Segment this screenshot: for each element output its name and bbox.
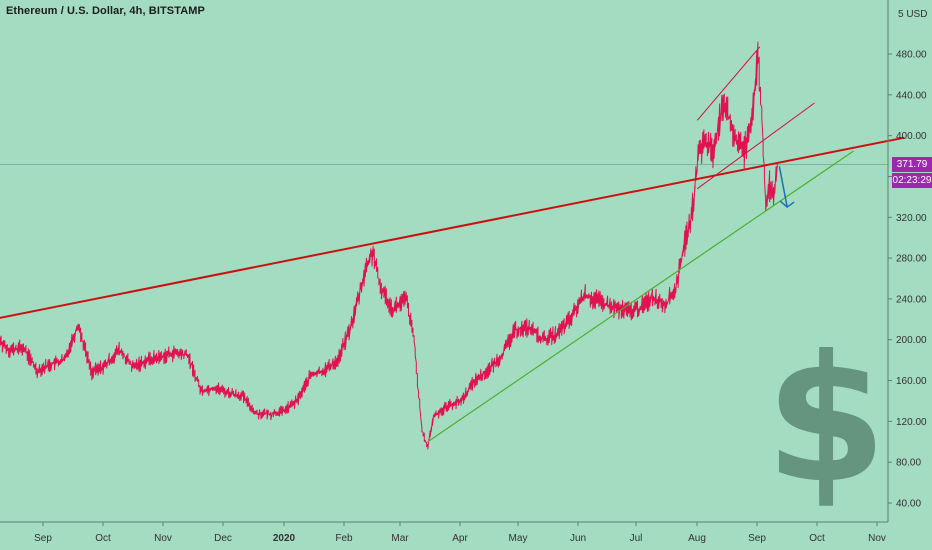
last-price-tag: 371.79 xyxy=(892,156,932,172)
y-tick-label: 440.00 xyxy=(896,90,927,101)
countdown-tag: 02:23:29 xyxy=(892,173,932,189)
x-tick-label: Dec xyxy=(214,533,232,544)
channel-lower-line xyxy=(697,102,815,190)
y-tick-label: 480.00 xyxy=(896,50,927,61)
price-series-line xyxy=(0,41,778,450)
x-tick-label: Nov xyxy=(154,533,172,544)
dollar-sign-icon: $ xyxy=(765,319,887,522)
x-tick-label: Apr xyxy=(452,533,468,544)
x-tick-label: Sep xyxy=(748,533,766,544)
x-tick-label: Sep xyxy=(34,533,52,544)
x-tick-label: Oct xyxy=(95,533,111,544)
support-trendline xyxy=(427,150,854,443)
y-tick-label: 400.00 xyxy=(896,131,927,142)
y-tick-label: 120.00 xyxy=(896,417,927,428)
currency-label: 5 USD xyxy=(898,9,927,20)
y-tick-label: 240.00 xyxy=(896,294,927,305)
x-tick-label: Oct xyxy=(809,533,825,544)
x-tick-label: May xyxy=(509,533,528,544)
y-tick-label: 320.00 xyxy=(896,213,927,224)
x-tick-label: Nov xyxy=(868,533,886,544)
x-tick-label: Aug xyxy=(688,533,706,544)
x-tick-label: Jul xyxy=(630,533,643,544)
projection-arrow-head xyxy=(779,200,795,209)
y-tick-label: 200.00 xyxy=(896,335,927,346)
x-tick-label: Jun xyxy=(570,533,586,544)
y-tick-label: 160.00 xyxy=(896,376,927,387)
resistance-trendline xyxy=(0,136,905,319)
projection-arrow-shaft xyxy=(778,166,788,208)
y-tick-label: 40.00 xyxy=(896,499,921,510)
x-tick-label: 2020 xyxy=(273,533,296,544)
channel-upper-line xyxy=(696,46,761,121)
chart-title: Ethereum / U.S. Dollar, 4h, BITSTAMP xyxy=(6,5,205,17)
x-tick-label: Mar xyxy=(391,533,409,544)
x-tick-label: Feb xyxy=(335,533,353,544)
y-tick-label: 80.00 xyxy=(896,458,921,469)
y-tick-label: 280.00 xyxy=(896,254,927,265)
